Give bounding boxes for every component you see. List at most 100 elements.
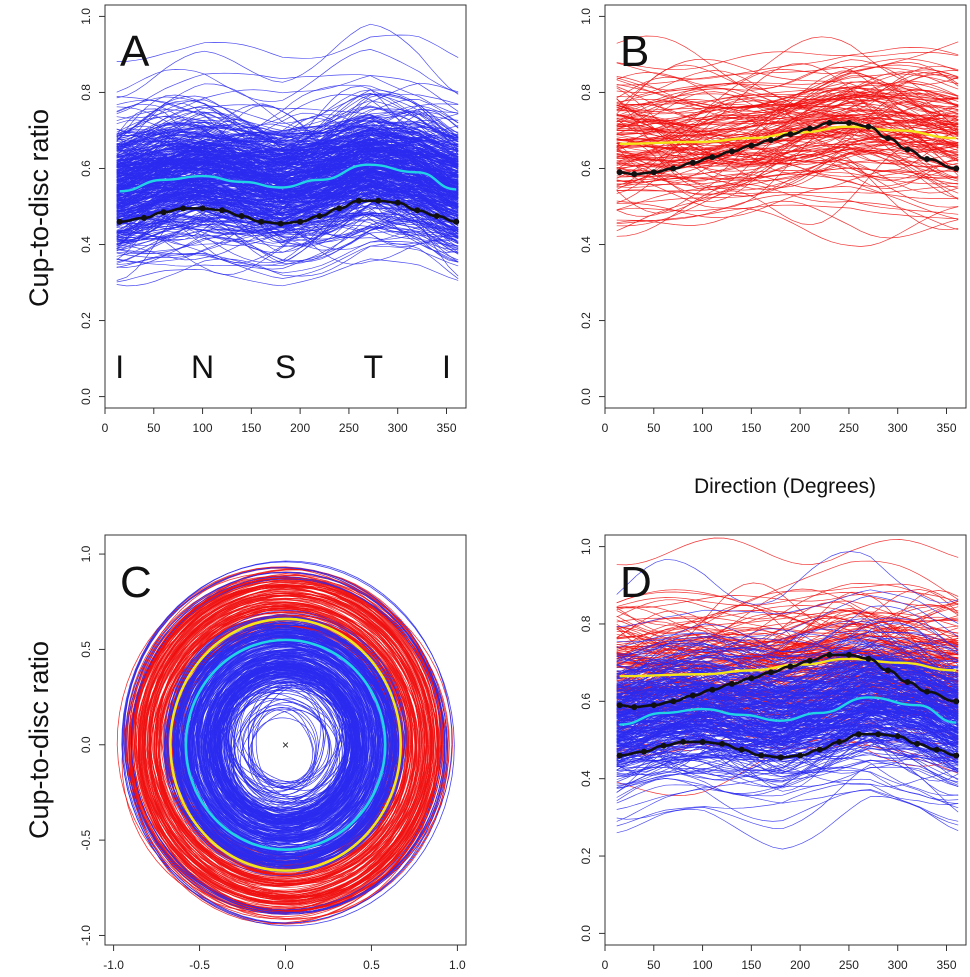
panel-c-normal-ring	[181, 628, 394, 861]
x-tick-label: 350	[436, 421, 456, 435]
panel-a-model-normal-point	[375, 197, 382, 204]
x-tick-label: 150	[241, 421, 261, 435]
panel-d-curve	[616, 634, 959, 663]
panel-b-curve	[616, 102, 959, 134]
panel-d-curve	[616, 739, 959, 772]
x-tick-label: 250	[339, 421, 359, 435]
panel-a-curve	[116, 146, 459, 196]
panel-d-curve	[616, 606, 959, 643]
x-tick-label: 200	[790, 958, 810, 972]
panel-a-curve	[116, 158, 459, 186]
panel-d-curve	[616, 796, 959, 850]
panel-b-curve	[616, 133, 959, 161]
region-label: T	[364, 349, 384, 385]
panel-b-curve	[616, 119, 959, 141]
panel-b-curve	[616, 122, 959, 164]
panel-d-curve	[616, 631, 959, 657]
panel-c-glaucoma-ring	[153, 612, 410, 878]
panel-c-normal-ring	[219, 680, 347, 820]
y-tick-label: 0.4	[579, 770, 593, 787]
panel-a-model-normal-point	[160, 209, 167, 216]
y-tick-label: 0.0	[579, 388, 593, 405]
panel-c-normal-ring	[187, 634, 390, 858]
panel-c-glaucoma-ring	[133, 585, 439, 905]
panel-c-normal-ring	[255, 707, 315, 790]
panel-a-curve	[116, 212, 459, 264]
panel-a-curve	[116, 161, 459, 208]
panel-a-curve	[116, 211, 459, 265]
panel-c-normal-ring	[214, 671, 357, 816]
panel-b-curve	[616, 167, 959, 185]
panel-b-model-glaucoma-point	[923, 155, 930, 162]
panel-d-curve	[616, 766, 959, 801]
panel-a-curve	[116, 205, 459, 242]
panel-a-model-normal-point	[180, 205, 187, 212]
panel-b-curve	[616, 126, 959, 161]
region-label: S	[275, 349, 296, 385]
panel-c-glaucoma-ring	[151, 605, 419, 877]
panel-b-curve	[616, 63, 959, 158]
panel-d-curve	[616, 758, 959, 797]
y-tick-label: 0.4	[579, 236, 593, 253]
panel-c: × -1.0 -0.5 0.0 0.5 1.0 -1.0 -0.5 0.0 0.5 1.0 C	[79, 534, 467, 972]
panel-b-curve	[616, 47, 959, 80]
panel-a-curve	[116, 144, 459, 189]
panel-b-curve	[616, 134, 959, 154]
x-tick-label: 50	[647, 958, 661, 972]
panel-d-curve	[616, 762, 959, 830]
panel-a-curve	[116, 166, 459, 206]
panel-a-curve	[116, 124, 459, 179]
panel-a-curve	[116, 23, 459, 99]
panel-a-curve	[116, 211, 459, 253]
panel-d-model-glaucoma-point	[650, 702, 657, 709]
panel-a-model-normal-point	[199, 205, 206, 212]
panel-b-curve	[616, 160, 959, 211]
panel-d-model-normal-point	[933, 746, 940, 753]
panel-d-model-glaucoma-point	[767, 669, 774, 676]
panel-a-model-normal-point	[355, 197, 362, 204]
panel-a-curve	[116, 209, 459, 222]
panel-b-curve	[616, 107, 959, 133]
panel-b-model-glaucoma-point	[826, 119, 833, 126]
y-tick-label: 0.6	[579, 693, 593, 710]
y-tick-label: 0.4	[79, 236, 93, 253]
panel-d-model-glaucoma-point	[826, 651, 833, 658]
panel-c-normal-ring	[173, 622, 396, 868]
panel-d-curve	[616, 681, 959, 727]
x-tick-label: 350	[936, 958, 956, 972]
panel-b-curve	[616, 65, 959, 114]
panel-a-ticks: 0 50 100 150 200 250 300 350 0.0 0.2 0.4 0.6 0.8 1.0	[79, 8, 457, 435]
panel-d-curve	[616, 595, 959, 643]
panel-d-model-normal-point	[797, 752, 804, 759]
x-tick-label: 300	[888, 421, 908, 435]
panel-d-curve	[616, 631, 959, 653]
panel-c-glaucoma-ring	[125, 576, 433, 907]
panel-a-curve	[116, 174, 459, 224]
panel-d-curve	[616, 608, 959, 647]
panel-b-curve	[616, 73, 959, 94]
panel-d-curve	[616, 734, 959, 790]
panel-c-normal-ring	[240, 682, 337, 783]
panel-d-curve	[616, 770, 959, 810]
x-tick-label: -0.5	[189, 958, 210, 972]
panel-a-curve	[116, 103, 459, 190]
panel-c-glaucoma-ring	[132, 584, 427, 903]
x-tick-label: 0	[602, 421, 609, 435]
panel-c-ticks: -1.0 -0.5 0.0 0.5 1.0 -1.0 -0.5 0.0 0.5 1.0	[79, 545, 466, 972]
panel-d-curve	[616, 724, 959, 774]
panel-a-curve	[116, 153, 459, 207]
panel-d-curve	[616, 642, 959, 659]
panel-d-curve	[616, 649, 959, 701]
panel-b-curve	[616, 159, 959, 197]
panel-a-curve	[116, 109, 459, 137]
panel-b-curve	[616, 170, 959, 182]
panel-b-curve	[616, 58, 959, 113]
panel-c-normal-ring	[194, 646, 377, 842]
panel-d-curve	[616, 684, 959, 724]
panel-d-curve	[616, 560, 959, 626]
panel-c-letter: C	[120, 558, 152, 607]
panel-b-curve	[616, 90, 959, 114]
panel-a-curves	[116, 23, 460, 287]
y-tick-label: 1.0	[579, 538, 593, 555]
panel-c-normal-ring	[182, 630, 387, 860]
